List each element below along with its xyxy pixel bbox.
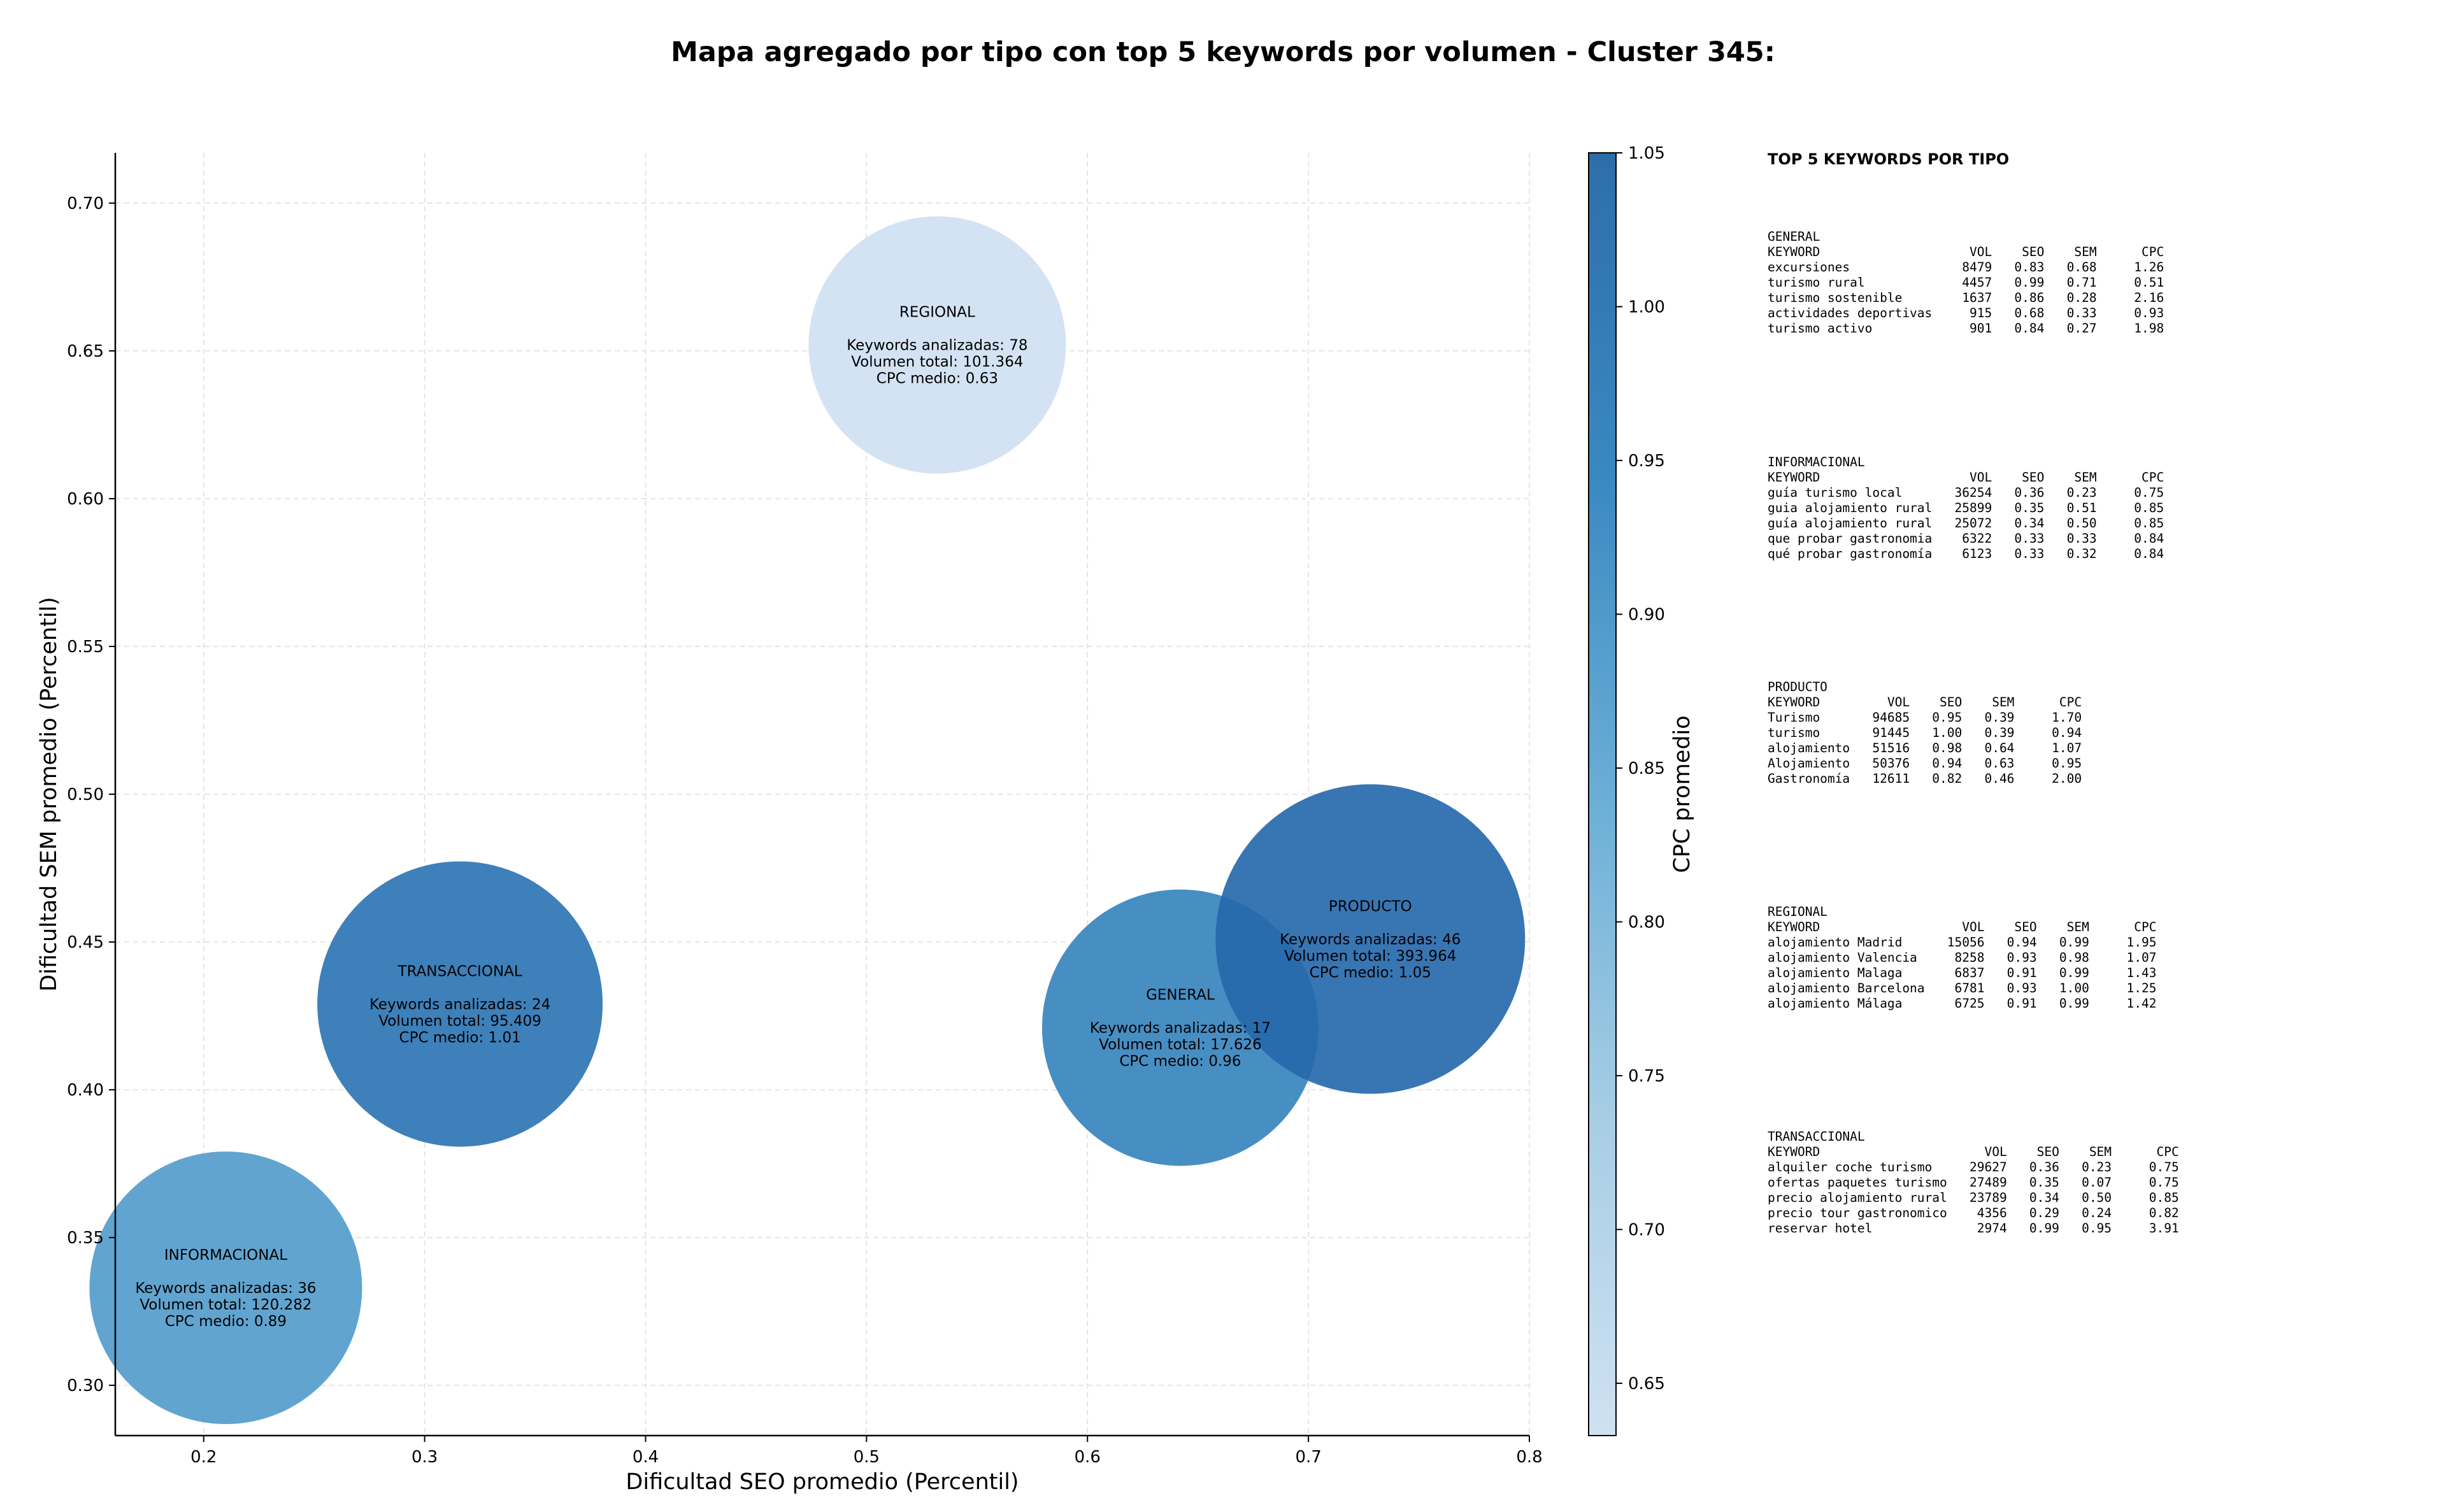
y-ticks: 0.30 0.35 0.40 0.45 0.50 0.55 0.60 0.65 0.70 (67, 194, 115, 1395)
bubble-label-line: CPC medio: 0.96 (1119, 1053, 1241, 1070)
y-tick-label: 0.55 (67, 638, 104, 657)
colorbar-tick-label: 1.05 (1628, 144, 1665, 163)
keyword-table-regional: REGIONAL KEYWORD VOL SEO SEM CPC alojami… (1768, 904, 2156, 1011)
bubble-label-line: Keywords analizadas: 46 (1280, 931, 1461, 948)
bubble-label-line: Keywords analizadas: 17 (1090, 1020, 1271, 1037)
bubble-label-line: Volumen total: 101.364 (851, 354, 1023, 371)
keyword-table-text: PRODUCTO KEYWORD VOL SEO SEM CPC Turismo… (1768, 680, 2082, 786)
colorbar-tick-label: 0.80 (1628, 913, 1665, 932)
keyword-table-transaccional: TRANSACCIONAL KEYWORD VOL SEO SEM CPC al… (1768, 1129, 2179, 1236)
keyword-table-general: GENERAL KEYWORD VOL SEO SEM CPC excursio… (1768, 229, 2164, 336)
keywords-panel-title: TOP 5 KEYWORDS POR TIPO (1768, 150, 2010, 168)
bubble-layer (89, 216, 1526, 1424)
keywords-panel: TOP 5 KEYWORDS POR TIPO GENERAL KEYWORD … (1768, 150, 2430, 1297)
bubble-label-line: CPC medio: 0.63 (876, 371, 998, 387)
y-tick-label: 0.35 (67, 1229, 104, 1248)
colorbar (1588, 152, 1617, 1436)
colorbar-tick-label: 0.90 (1628, 605, 1665, 624)
bubble-label-line: CPC medio: 1.05 (1310, 964, 1431, 981)
y-tick-label: 0.30 (67, 1376, 104, 1395)
x-tick-label: 0.4 (633, 1448, 659, 1467)
y-tick-label: 0.70 (67, 194, 104, 213)
bubble-transaccional (317, 861, 603, 1147)
colorbar-tick-label: 0.70 (1628, 1220, 1665, 1239)
bubble-label-line: INFORMACIONAL (164, 1247, 287, 1264)
x-tick-label: 0.2 (190, 1448, 217, 1467)
x-tick-label: 0.3 (411, 1448, 438, 1467)
x-tick-label: 0.8 (1516, 1448, 1542, 1467)
y-tick-label: 0.50 (67, 785, 104, 804)
bubble-label-line: CPC medio: 1.01 (399, 1029, 521, 1046)
bubble-label-line: Keywords analizadas: 24 (369, 996, 550, 1013)
y-tick-label: 0.60 (67, 490, 104, 509)
bubble-label-line: CPC medio: 0.89 (165, 1313, 287, 1330)
keyword-table-text: TRANSACCIONAL KEYWORD VOL SEO SEM CPC al… (1768, 1129, 2179, 1236)
x-tick-label: 0.6 (1075, 1448, 1101, 1467)
y-tick-label: 0.45 (67, 933, 104, 952)
bubble-label-line: Keywords analizadas: 36 (135, 1280, 316, 1297)
colorbar-tick-label: 0.75 (1628, 1067, 1665, 1086)
chart-title: Mapa agregado por tipo con top 5 keyword… (671, 36, 1775, 68)
keyword-table-text: INFORMACIONAL KEYWORD VOL SEO SEM CPC gu… (1768, 455, 2164, 561)
bubble-label-line: REGIONAL (899, 304, 975, 321)
bubble-label-line: Volumen total: 95.409 (378, 1013, 541, 1029)
bubble-label-line: TRANSACCIONAL (397, 963, 522, 980)
keyword-table-text: GENERAL KEYWORD VOL SEO SEM CPC excursio… (1768, 229, 2164, 336)
y-axis-label: Dificultad SEM promedio (Percentil) (36, 597, 62, 992)
bubble-informacional (89, 1151, 362, 1424)
colorbar-tick-label: 0.85 (1628, 759, 1665, 778)
bubble-label-line: Volumen total: 17.626 (1099, 1037, 1262, 1053)
x-tick-label: 0.7 (1295, 1448, 1321, 1467)
keyword-table-informacional: INFORMACIONAL KEYWORD VOL SEO SEM CPC gu… (1768, 455, 2164, 562)
x-ticks: 0.2 0.3 0.4 0.5 0.6 0.7 0.8 (190, 1436, 1543, 1467)
bubble-label-line: Volumen total: 393.964 (1284, 948, 1456, 964)
keyword-table-text: REGIONAL KEYWORD VOL SEO SEM CPC alojami… (1768, 904, 2157, 1011)
keyword-table-producto: PRODUCTO KEYWORD VOL SEO SEM CPC Turismo… (1768, 680, 2082, 787)
bubble-label-line: Volumen total: 120.282 (139, 1297, 311, 1313)
bubble-regional (808, 216, 1066, 474)
colorbar-ticks: 0.65 0.70 0.75 0.80 0.85 0.90 0.95 1.00 1.05 (1616, 144, 1665, 1394)
colorbar-label: CPC promedio (1670, 715, 1695, 873)
x-axis-label: Dificultad SEO promedio (Percentil) (626, 1469, 1019, 1495)
bubble-label-line: PRODUCTO (1329, 898, 1412, 915)
colorbar-tick-label: 1.00 (1628, 297, 1665, 317)
y-tick-label: 0.40 (67, 1081, 104, 1100)
bubble-label-line: Keywords analizadas: 78 (847, 338, 1027, 354)
bubble-producto (1215, 784, 1526, 1094)
x-tick-label: 0.5 (854, 1448, 880, 1467)
colorbar-tick-label: 0.95 (1628, 452, 1665, 471)
y-tick-label: 0.65 (67, 342, 104, 361)
bubble-label-line: GENERAL (1146, 987, 1215, 1004)
colorbar-tick-label: 0.65 (1628, 1374, 1665, 1394)
